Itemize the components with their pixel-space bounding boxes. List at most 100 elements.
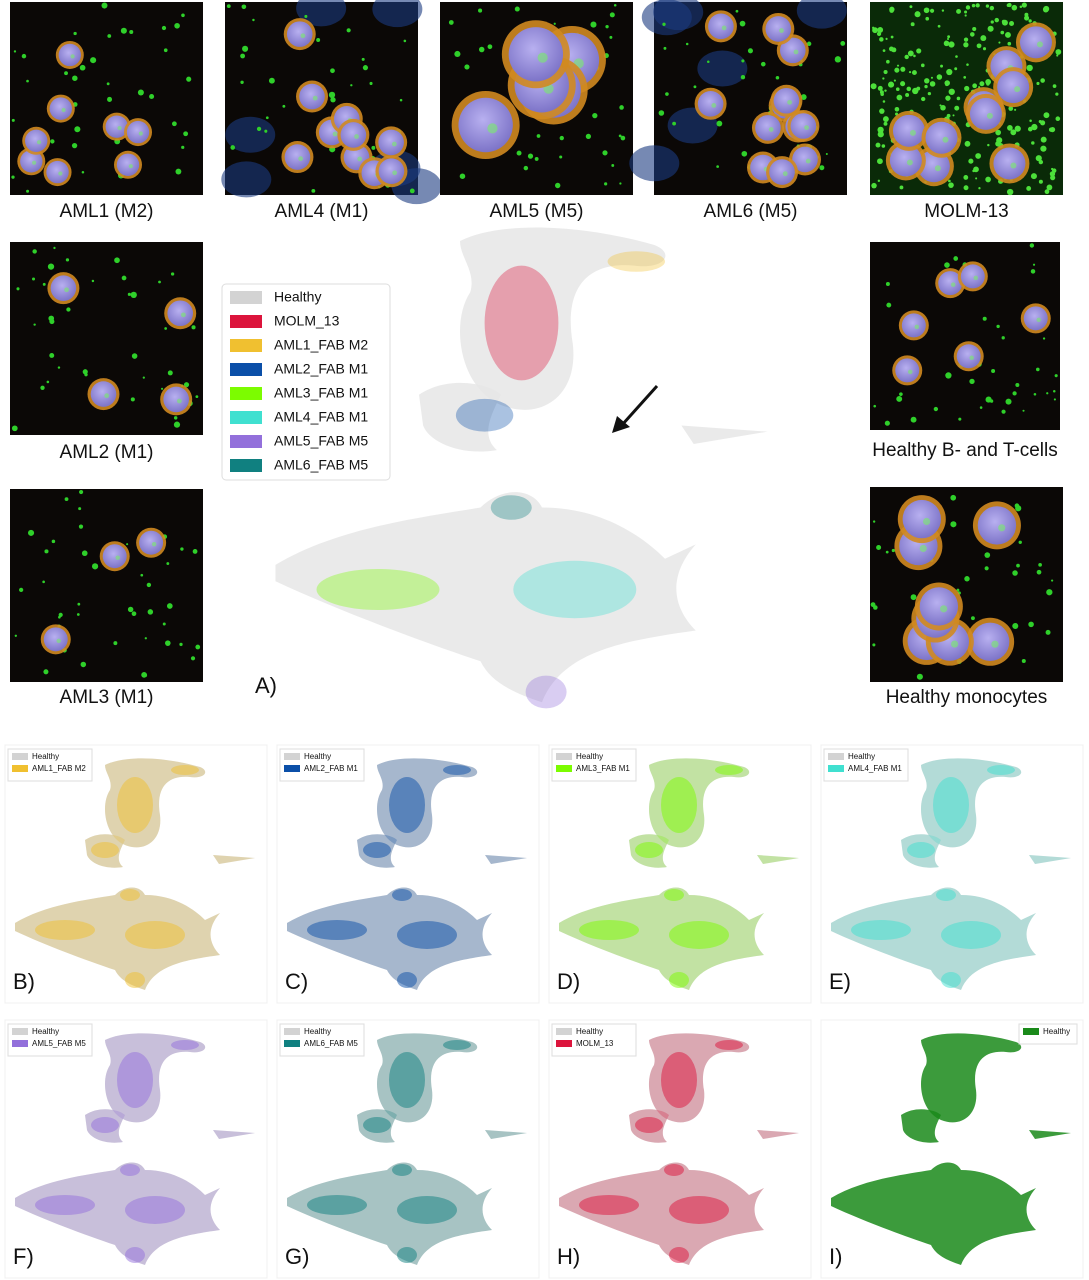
granule [115, 555, 120, 560]
speck [106, 82, 110, 86]
speck [361, 57, 365, 61]
umap-overlay [757, 855, 799, 864]
panel-label: G) [285, 1244, 309, 1269]
umap-patch [389, 1052, 425, 1108]
speck [806, 41, 812, 47]
speck [120, 27, 127, 34]
nucleus [378, 158, 405, 184]
speck [171, 121, 177, 127]
speck [900, 66, 906, 72]
speck [620, 135, 626, 141]
stain [296, 0, 347, 27]
speck [989, 399, 994, 403]
legend-label: AML6_FAB M5 [304, 1039, 358, 1048]
granule [64, 287, 70, 293]
speck [371, 145, 376, 150]
speck [1042, 337, 1046, 340]
granule [392, 170, 398, 176]
speck [527, 153, 534, 159]
speck [984, 566, 989, 571]
umap-cluster [757, 855, 799, 864]
nucleus [105, 115, 128, 138]
speck [226, 4, 231, 9]
nucleus [780, 37, 806, 64]
speck [1019, 5, 1023, 9]
speck [369, 81, 373, 86]
panel-label: F) [13, 1244, 34, 1269]
umap-cluster [681, 425, 768, 444]
speck [19, 587, 24, 593]
speck [910, 594, 917, 601]
speck [619, 105, 624, 110]
speck [144, 637, 147, 640]
speck [966, 63, 969, 66]
umap-cluster [485, 1130, 527, 1139]
umap-patch [117, 1052, 153, 1108]
nucleus [167, 300, 194, 327]
nucleus [755, 115, 781, 141]
speck [882, 49, 886, 52]
nucleus [708, 13, 734, 40]
speck [948, 88, 955, 95]
granule [950, 282, 956, 287]
umap-patch [669, 1196, 729, 1224]
speck [140, 573, 144, 577]
speck [948, 182, 954, 188]
speck [183, 382, 190, 388]
speck [183, 131, 189, 137]
nucleus [792, 146, 818, 173]
umap [559, 1033, 799, 1265]
granule [312, 95, 318, 101]
speck [143, 673, 148, 678]
speck [987, 25, 994, 32]
umap-overlay [485, 1130, 527, 1139]
legend-swatch [284, 765, 300, 772]
umap-patch [307, 1195, 367, 1215]
nucleus [20, 150, 43, 173]
umap-patch [936, 889, 956, 901]
micrograph-bg [10, 489, 203, 682]
speck [1001, 409, 1006, 414]
speck [190, 656, 196, 661]
nucleus [50, 275, 77, 301]
granule [787, 99, 793, 105]
legend-label: Healthy [304, 1027, 331, 1036]
speck [66, 307, 71, 312]
panel-label: D) [557, 969, 580, 994]
legend-label: Healthy [1043, 1027, 1070, 1036]
speck [73, 31, 77, 36]
umap-overlay [559, 887, 764, 990]
speck [42, 282, 46, 286]
speck [91, 563, 99, 570]
granule [721, 25, 727, 31]
nucleus [889, 144, 922, 177]
speck [735, 9, 739, 13]
umap-patch [125, 972, 145, 988]
speck [1016, 563, 1020, 568]
speck [886, 302, 892, 308]
speck [956, 8, 962, 14]
nucleus [993, 147, 1026, 180]
speck [912, 87, 919, 95]
nucleus [1019, 26, 1052, 59]
speck [268, 77, 275, 84]
umap-patch [669, 972, 689, 988]
speck [882, 116, 889, 123]
speck [149, 93, 155, 100]
speck [147, 609, 154, 615]
umap-patch [635, 842, 663, 858]
panel-label: A) [255, 673, 277, 698]
speck [1042, 6, 1049, 13]
speck [894, 106, 900, 112]
speck [523, 165, 529, 171]
speck [996, 324, 1000, 329]
granule [906, 159, 913, 166]
speck [459, 173, 466, 179]
speck [989, 5, 995, 11]
speck [173, 416, 178, 420]
speck [77, 602, 81, 606]
umap-patch [125, 1247, 145, 1263]
speck [882, 100, 886, 103]
speck [175, 168, 182, 175]
legend-swatch [230, 315, 262, 328]
